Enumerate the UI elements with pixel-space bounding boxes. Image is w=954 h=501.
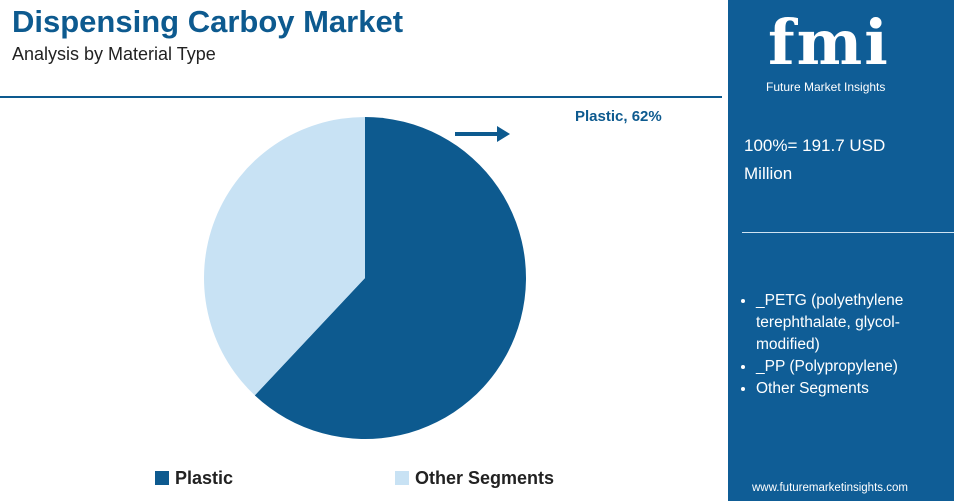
market-total: 100%= 191.7 USD Million	[744, 136, 886, 183]
title: Dispensing Carboy Market	[12, 4, 404, 39]
subtitle: Analysis by Material Type	[12, 44, 216, 64]
arrow	[455, 126, 510, 142]
logo: fmi	[768, 6, 890, 79]
sidebar: fmi Future Market Insights 100%= 191.7 U…	[728, 0, 954, 501]
legend-label: Other Segments	[415, 468, 554, 488]
legend-swatch	[155, 471, 169, 485]
pie-slice	[204, 117, 365, 396]
divider	[742, 232, 954, 233]
legend-label: Plastic	[175, 468, 233, 488]
legend-swatch	[395, 471, 409, 485]
website: www.futuremarketinsights.com	[752, 482, 908, 494]
divider	[0, 96, 722, 98]
data-label: Plastic, 62%	[575, 108, 662, 125]
segment: _PETG (polyethylene terephthalate, glyco…	[756, 290, 954, 356]
chart: Plastic, 62% Plastic Other Segments	[155, 108, 662, 488]
segment: _PP (Polypropylene)	[756, 356, 954, 378]
segment: Other Segments	[756, 378, 954, 400]
brand: Future Market Insights	[766, 80, 886, 94]
segment-list: _PETG (polyethylene terephthalate, glyco…	[742, 290, 954, 400]
pie-slice	[254, 117, 527, 439]
